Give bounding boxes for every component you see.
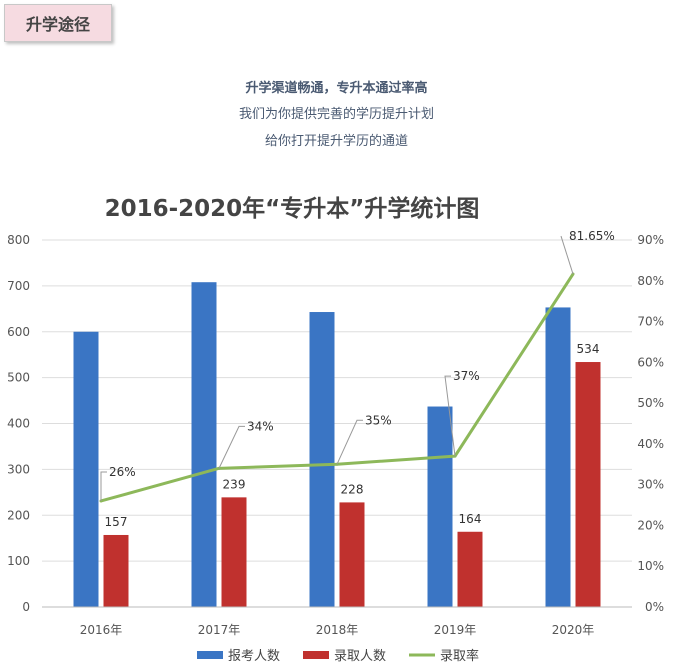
axes: 0 100 200 300 400 500 600 700 800 0% 10% 20% 30% 40% 5… [7, 233, 664, 637]
y-tick-label: 700 [7, 279, 30, 293]
bar-value-label: 228 [341, 482, 364, 496]
bar-applicants [73, 331, 99, 607]
legend-swatch [197, 651, 223, 659]
x-tick-label: 2019年 [434, 623, 477, 637]
rate-value-label: 34% [247, 419, 274, 433]
x-tick-label: 2018年 [316, 623, 359, 637]
bars [73, 282, 601, 607]
bar-admitted [221, 497, 247, 607]
y2-tick-label: 60% [637, 355, 664, 369]
y-tick-label: 300 [7, 462, 30, 476]
data-labels: 157 239 228 164 534 26% 34% 35% 37% 81.65% [100, 229, 615, 529]
y-tick-label: 600 [7, 325, 30, 339]
x-tick-label: 2016年 [80, 623, 123, 637]
bar-value-label: 164 [459, 512, 482, 526]
y2-tick-label: 30% [637, 478, 664, 492]
rate-leader-line [560, 235, 574, 275]
chart-title: 2016-2020年“专升本”升学统计图 [105, 195, 480, 222]
y2-tick-label: 80% [637, 274, 664, 288]
legend-label: 报考人数 [228, 649, 280, 664]
grid [42, 239, 632, 608]
rate-line [99, 272, 575, 503]
bar-value-label: 157 [105, 515, 128, 529]
y2-tick-label: 90% [637, 233, 664, 247]
rate-leader-line [218, 425, 245, 469]
legend-label: 录取率 [440, 648, 479, 664]
bar-admitted [339, 502, 365, 607]
intro-line-3: 给你打开提升学历的通道 [264, 134, 408, 149]
bar-admitted [103, 534, 129, 607]
y-tick-label: 0 [22, 600, 30, 614]
bar-value-label: 534 [577, 342, 600, 356]
rate-line-path [100, 273, 575, 503]
y2-tick-label: 40% [637, 437, 664, 451]
y-tick-label: 100 [7, 554, 30, 568]
y2-tick-label: 0% [645, 600, 664, 614]
legend-swatch [303, 651, 329, 659]
bar-applicants [309, 312, 335, 607]
bar-applicants [191, 282, 217, 607]
rate-value-label: 37% [453, 369, 480, 383]
y-tick-label: 400 [7, 417, 30, 431]
y2-tick-label: 70% [637, 315, 664, 329]
rate-value-label: 81.65% [569, 229, 615, 243]
rate-leader-line [100, 471, 107, 501]
section-tag: 升学途径 [4, 4, 112, 42]
y-tick-label: 500 [7, 371, 30, 385]
y2-tick-label: 50% [637, 396, 664, 410]
bar-value-label: 239 [223, 477, 246, 491]
x-tick-label: 2020年 [552, 623, 595, 637]
x-tick-label: 2017年 [198, 623, 241, 637]
bar-admitted [575, 362, 601, 607]
y-tick-label: 200 [7, 508, 30, 522]
legend: 报考人数 录取人数 录取率 [197, 648, 479, 664]
bar-applicants [427, 406, 453, 607]
y-tick-label: 800 [7, 233, 30, 247]
intro-line-1: 升学渠道畅通，专升本通过率高 [245, 81, 428, 96]
rate-value-label: 35% [365, 413, 392, 427]
rate-leader-line [336, 419, 363, 465]
y2-tick-label: 10% [637, 559, 664, 573]
intro-line-2: 我们为你提供完善的学历提升计划 [238, 107, 434, 122]
y2-tick-label: 20% [637, 518, 664, 532]
legend-label: 录取人数 [334, 649, 386, 664]
bar-admitted [457, 531, 483, 607]
bar-applicants [545, 307, 571, 607]
rate-value-label: 26% [109, 465, 136, 479]
rate-leader-line [444, 375, 456, 457]
